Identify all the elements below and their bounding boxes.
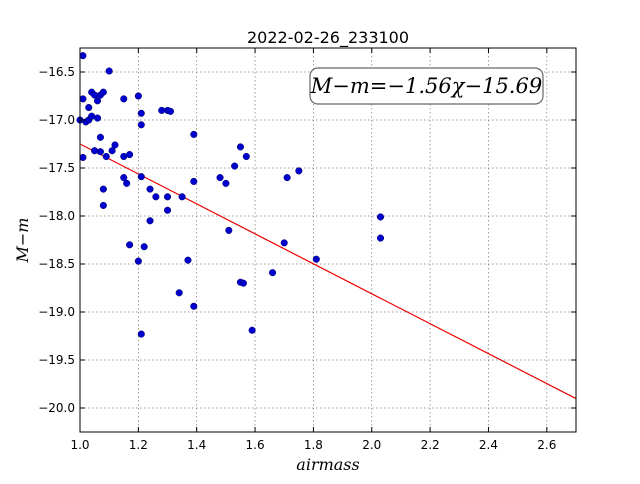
data-point <box>178 193 186 201</box>
y-tick-label: −19.5 <box>38 353 75 367</box>
data-point <box>146 217 154 225</box>
data-point <box>190 302 198 310</box>
data-point <box>184 256 192 264</box>
x-tick-label: 2.0 <box>362 438 381 452</box>
data-point <box>166 107 174 115</box>
data-point <box>280 239 288 247</box>
data-point <box>93 97 102 105</box>
data-point <box>216 174 224 182</box>
fit-line <box>79 143 577 400</box>
points-layer <box>76 52 385 338</box>
data-point <box>376 213 385 221</box>
data-point <box>120 95 128 103</box>
plot-area <box>80 48 576 432</box>
data-point <box>137 121 145 129</box>
data-point <box>79 52 87 60</box>
data-point <box>175 289 183 297</box>
fit-annotation-box: M−m=−1.56χ−15.69 <box>309 67 544 105</box>
data-point <box>137 109 145 117</box>
x-tick-label: 2.2 <box>421 438 440 452</box>
data-point <box>312 255 320 263</box>
y-tick-label: −18.0 <box>38 209 75 223</box>
data-point <box>79 153 87 161</box>
x-tick-label: 1.0 <box>70 438 89 452</box>
data-point <box>190 130 198 138</box>
data-point <box>140 243 148 251</box>
x-tick-label: 2.4 <box>479 438 498 452</box>
data-point <box>126 151 134 159</box>
x-tick-label: 1.4 <box>187 438 206 452</box>
data-point <box>137 173 145 181</box>
y-tick-label: −20.0 <box>38 401 75 415</box>
y-tick-label: −17.0 <box>38 113 75 127</box>
fit-annotation-text: M−m=−1.56χ−15.69 <box>310 74 542 98</box>
data-point <box>85 103 93 112</box>
data-point <box>99 88 107 96</box>
data-point <box>134 257 142 265</box>
data-point <box>152 193 160 201</box>
data-point <box>269 269 277 277</box>
data-point <box>102 152 110 161</box>
x-axis-label: airmass <box>296 455 359 474</box>
data-point <box>225 226 233 234</box>
data-point <box>283 174 291 182</box>
data-point <box>134 92 142 100</box>
data-point <box>91 147 99 155</box>
data-point <box>111 141 119 149</box>
data-point <box>105 67 113 75</box>
data-point <box>239 279 247 287</box>
plot-frame <box>79 47 577 433</box>
data-point <box>96 133 104 141</box>
fit-layer <box>79 143 577 400</box>
y-tick-label: −19.0 <box>38 305 75 319</box>
data-point <box>163 193 172 201</box>
data-point <box>376 234 385 242</box>
ticks-layer: 1.0 1.2 1.4 1.6 1.8 2.0 2.2 2.4 2.6 −16.5 −17.0 −17… <box>38 48 576 452</box>
data-point <box>126 241 134 249</box>
data-point <box>99 185 107 193</box>
x-tick-label: 1.6 <box>246 438 265 452</box>
y-tick-label: −17.5 <box>38 161 75 175</box>
data-point <box>123 179 131 187</box>
y-axis-label: M−m <box>13 218 32 264</box>
data-point <box>146 185 154 193</box>
y-tick-label: −18.5 <box>38 257 75 271</box>
data-point <box>236 143 245 151</box>
x-tick-label: 1.2 <box>129 438 148 452</box>
data-point <box>242 152 250 161</box>
chart-title: 2022-02-26_233100 <box>247 28 409 48</box>
data-point <box>163 206 172 214</box>
fit-annotation-frame <box>309 67 544 105</box>
x-tick-label: 1.8 <box>304 438 323 452</box>
data-point <box>96 148 104 156</box>
data-point <box>79 95 87 103</box>
data-point <box>108 147 116 155</box>
data-point <box>222 179 230 187</box>
data-point <box>295 167 303 175</box>
data-point <box>231 162 239 170</box>
x-tick-label: 2.6 <box>537 438 556 452</box>
data-point <box>93 114 102 122</box>
data-point <box>99 201 107 209</box>
data-point <box>190 177 198 185</box>
data-point <box>248 326 256 334</box>
data-point <box>120 174 128 182</box>
data-point <box>137 330 145 338</box>
y-tick-label: −16.5 <box>38 65 75 79</box>
